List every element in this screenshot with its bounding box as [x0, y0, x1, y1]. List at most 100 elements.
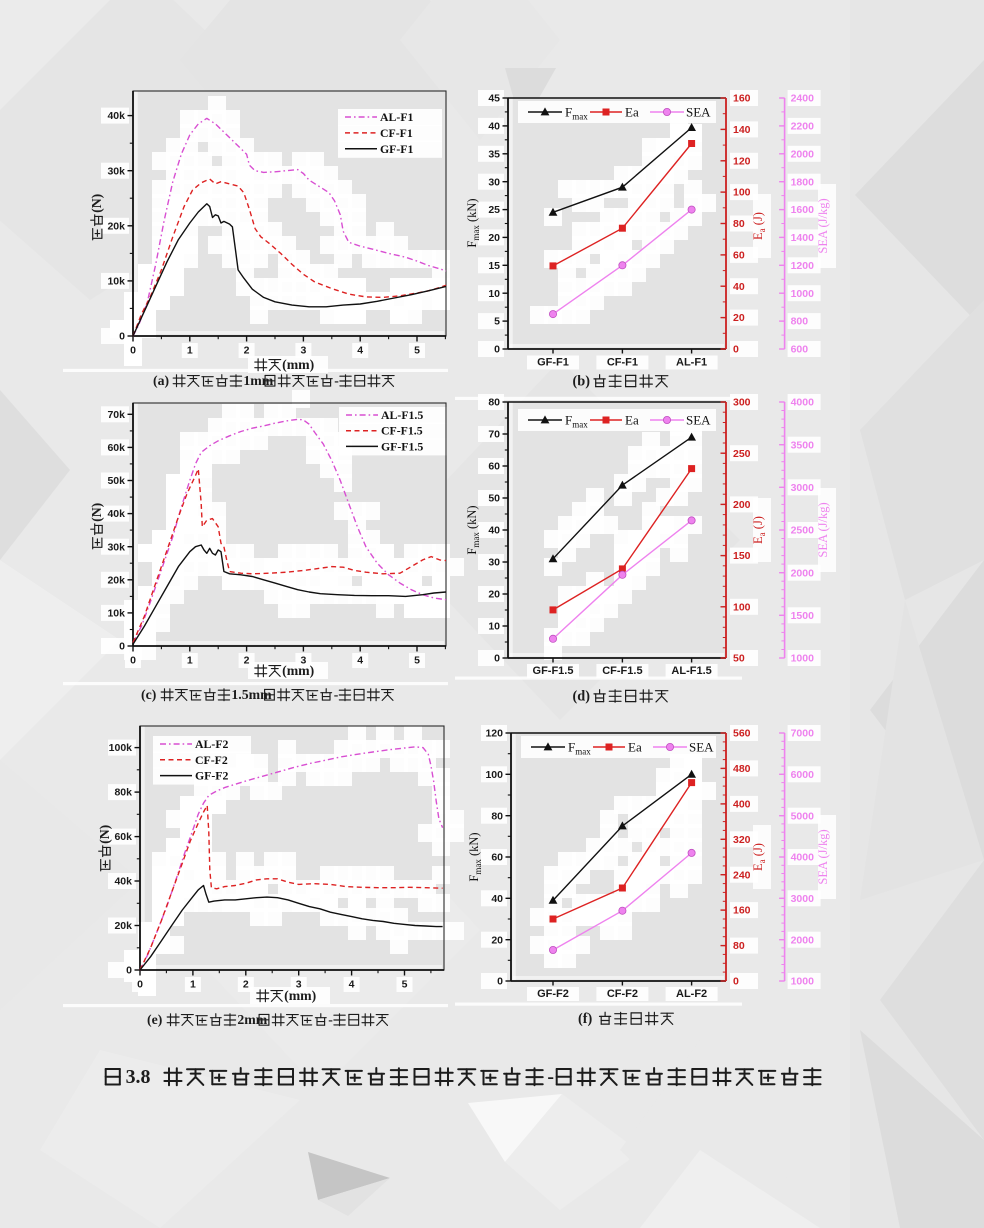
svg-text:0: 0	[494, 653, 500, 665]
svg-text:40k: 40k	[114, 876, 132, 888]
svg-text:140: 140	[733, 124, 751, 136]
svg-text:0: 0	[733, 344, 739, 356]
svg-text:2000: 2000	[791, 148, 815, 160]
svg-text:3: 3	[300, 655, 306, 667]
svg-text:40: 40	[488, 121, 500, 133]
svg-text:(mm): (mm)	[282, 663, 314, 679]
svg-text:AL-F1: AL-F1	[676, 357, 707, 369]
svg-text:(mm): (mm)	[284, 988, 316, 1004]
svg-text:3: 3	[296, 979, 302, 991]
svg-text:(a): (a)	[153, 373, 169, 389]
svg-text:5: 5	[414, 345, 420, 357]
svg-text:SEA (J/kg): SEA (J/kg)	[816, 502, 830, 557]
svg-text:80: 80	[733, 218, 745, 230]
svg-text:320: 320	[733, 834, 751, 846]
svg-text:GF-F1: GF-F1	[380, 142, 414, 156]
svg-text:2500: 2500	[791, 525, 815, 537]
svg-text:120: 120	[485, 728, 503, 740]
svg-text:0: 0	[137, 979, 143, 991]
svg-text:0: 0	[119, 331, 125, 343]
svg-text:25: 25	[488, 204, 500, 216]
svg-text:600: 600	[791, 344, 809, 356]
svg-text:GF-F1.5: GF-F1.5	[533, 665, 574, 677]
svg-text:4000: 4000	[791, 397, 815, 409]
svg-text:400: 400	[733, 799, 751, 811]
svg-text:(N): (N)	[97, 825, 113, 844]
svg-text:4: 4	[349, 979, 355, 991]
svg-text:GF-F1: GF-F1	[537, 357, 569, 369]
svg-text:80k: 80k	[114, 787, 132, 799]
svg-text:150: 150	[733, 550, 751, 562]
svg-text:20: 20	[491, 934, 503, 946]
svg-text:40: 40	[488, 525, 500, 537]
svg-text:40k: 40k	[107, 110, 125, 122]
svg-text:CF-F1.5: CF-F1.5	[381, 424, 423, 438]
svg-text:1: 1	[187, 345, 193, 357]
svg-text:2mm: 2mm	[237, 1012, 267, 1027]
svg-text:2000: 2000	[791, 934, 815, 946]
svg-text:(c): (c)	[141, 687, 156, 703]
svg-text:160: 160	[733, 905, 751, 917]
svg-text:0: 0	[130, 655, 136, 667]
svg-text:1500: 1500	[791, 610, 815, 622]
svg-text:(N): (N)	[89, 194, 105, 213]
svg-text:GF-F2: GF-F2	[195, 769, 229, 783]
svg-text:3000: 3000	[791, 893, 815, 905]
svg-text:240: 240	[733, 869, 751, 881]
svg-text:(N): (N)	[89, 503, 105, 522]
svg-text:1200: 1200	[791, 260, 815, 272]
svg-text:50: 50	[733, 653, 745, 665]
svg-text:50k: 50k	[107, 475, 125, 487]
svg-text:SEA: SEA	[689, 740, 714, 755]
svg-text:20: 20	[733, 312, 745, 324]
svg-text:560: 560	[733, 728, 751, 740]
svg-text:5000: 5000	[791, 810, 815, 822]
svg-text:Ea (J): Ea (J)	[751, 516, 767, 544]
svg-text:80: 80	[733, 940, 745, 952]
svg-text:CF-F2: CF-F2	[195, 753, 228, 767]
svg-text:40k: 40k	[107, 508, 125, 520]
svg-text:Ea (J): Ea (J)	[751, 212, 767, 240]
svg-text:1000: 1000	[791, 653, 815, 665]
svg-text:AL-F2: AL-F2	[676, 988, 707, 1000]
svg-text:70: 70	[488, 429, 500, 441]
svg-text:45: 45	[488, 93, 500, 105]
svg-text:AL-F2: AL-F2	[195, 737, 229, 751]
svg-text:(mm): (mm)	[282, 357, 314, 373]
svg-text:100: 100	[733, 601, 751, 613]
svg-text:CF-F1.5: CF-F1.5	[602, 665, 642, 677]
svg-text:Ea (J): Ea (J)	[751, 843, 767, 871]
svg-text:60k: 60k	[114, 831, 132, 843]
svg-text:0: 0	[494, 344, 500, 356]
svg-text:1600: 1600	[791, 204, 815, 216]
svg-text:Ea: Ea	[628, 740, 642, 755]
svg-text:1400: 1400	[791, 232, 815, 244]
svg-text:1: 1	[190, 979, 196, 991]
svg-text:10: 10	[488, 621, 500, 633]
svg-text:1000: 1000	[791, 288, 815, 300]
svg-text:4000: 4000	[791, 852, 815, 864]
svg-text:3: 3	[300, 345, 306, 357]
svg-text:Ea: Ea	[625, 413, 639, 428]
svg-text:5: 5	[402, 979, 408, 991]
svg-text:250: 250	[733, 448, 751, 460]
svg-text:4: 4	[357, 345, 363, 357]
svg-text:1800: 1800	[791, 176, 815, 188]
svg-text:40: 40	[491, 893, 503, 905]
svg-text:-: -	[334, 373, 339, 388]
svg-text:2000: 2000	[791, 567, 815, 579]
svg-text:2400: 2400	[791, 93, 815, 105]
svg-text:AL-F1: AL-F1	[380, 110, 414, 124]
svg-text:3.8: 3.8	[126, 1066, 151, 1088]
svg-text:20: 20	[488, 589, 500, 601]
svg-text:AL-F1.5: AL-F1.5	[381, 408, 423, 422]
svg-text:30k: 30k	[107, 165, 125, 177]
svg-text:(f): (f)	[578, 1011, 593, 1027]
svg-text:(b): (b)	[573, 374, 591, 390]
svg-text:120: 120	[733, 155, 751, 167]
svg-text:2: 2	[244, 655, 250, 667]
svg-text:30: 30	[488, 557, 500, 569]
svg-text:60k: 60k	[107, 442, 125, 454]
svg-text:(d): (d)	[573, 689, 591, 705]
svg-text:20k: 20k	[107, 574, 125, 586]
